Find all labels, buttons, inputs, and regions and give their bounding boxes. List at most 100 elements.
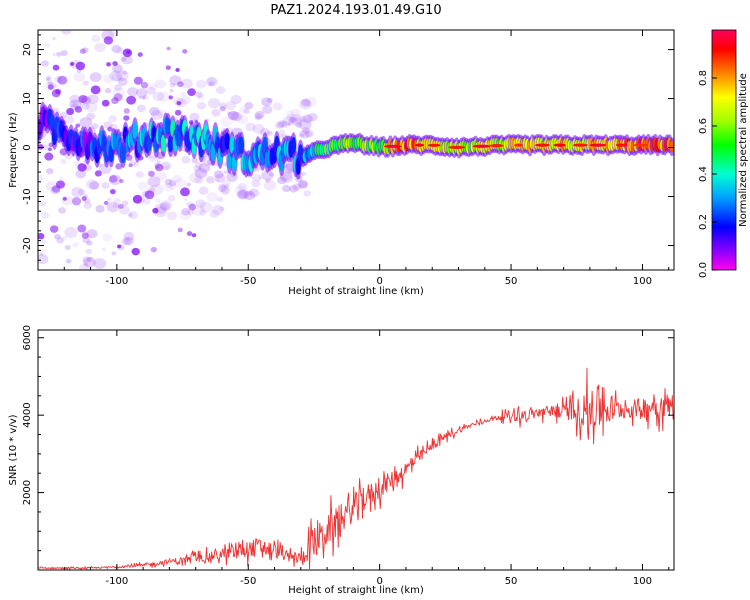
noise-blob xyxy=(209,209,220,219)
trace-peak xyxy=(427,143,441,147)
noise-blob xyxy=(301,127,311,134)
noise-blob xyxy=(140,81,149,89)
noise-blob xyxy=(252,173,262,182)
noise-blob xyxy=(107,197,112,202)
noise-blob xyxy=(117,77,123,82)
noise-blob xyxy=(72,242,79,248)
noise-blob xyxy=(195,91,203,98)
noise-blob xyxy=(142,198,151,205)
noise-blob xyxy=(73,72,86,82)
noise-blob xyxy=(159,202,171,211)
noise-blob xyxy=(86,229,98,239)
noise-blob xyxy=(82,256,91,263)
noise-blob xyxy=(205,176,215,184)
noise-blob xyxy=(289,113,303,125)
noise-blob xyxy=(206,192,219,202)
colorbar-gradient xyxy=(712,30,736,270)
noise-blob xyxy=(90,85,101,95)
noise-blob xyxy=(115,204,120,208)
snr-x-label: Height of straight line (km) xyxy=(288,585,424,596)
noise-blob xyxy=(199,209,207,216)
noise-blob xyxy=(47,84,54,90)
noise-blob xyxy=(177,81,184,88)
noise-blob xyxy=(227,111,239,120)
noise-blob xyxy=(266,97,273,103)
noise-blob xyxy=(135,171,144,178)
noise-blob xyxy=(91,123,99,130)
noise-blob xyxy=(150,110,163,120)
trace-peak xyxy=(573,143,588,147)
noise-blob xyxy=(304,130,313,138)
noise-blob xyxy=(131,247,140,256)
noise-blob xyxy=(159,200,173,211)
noise-blob xyxy=(101,182,110,189)
noise-blob xyxy=(216,196,224,202)
noise-blob xyxy=(46,168,54,175)
noise-blob xyxy=(254,113,263,120)
noise-blob xyxy=(142,95,149,100)
trace-cell xyxy=(120,146,126,164)
noise-blob xyxy=(214,173,226,183)
noise-blob xyxy=(285,110,295,118)
noise-blob xyxy=(197,95,205,101)
noise-blob xyxy=(175,68,180,72)
noise-blob xyxy=(180,78,193,89)
noise-blob xyxy=(257,176,263,180)
noise-blob xyxy=(206,76,218,87)
noise-blob xyxy=(114,84,122,91)
noise-blob xyxy=(52,53,56,57)
noise-blob xyxy=(52,64,60,71)
noise-blob xyxy=(141,96,146,100)
noise-blob xyxy=(86,240,93,246)
noise-blob xyxy=(76,69,82,74)
noise-blob xyxy=(245,122,256,132)
noise-blob xyxy=(104,87,112,94)
noise-blob xyxy=(164,165,170,170)
noise-blob xyxy=(237,182,248,191)
noise-blob xyxy=(251,179,261,188)
noise-blob xyxy=(144,190,155,200)
noise-blob xyxy=(191,233,197,238)
noise-blob xyxy=(155,166,160,170)
trace-peak xyxy=(489,144,504,148)
noise-blob xyxy=(157,91,170,102)
noise-blob xyxy=(187,88,196,97)
noise-blob xyxy=(213,170,224,179)
noise-blob xyxy=(290,116,303,127)
colorbar: 0.0 0.2 0.4 0.6 0.8 Normalized spectral ampl… xyxy=(698,29,749,278)
noise-blob xyxy=(54,75,63,83)
noise-blob xyxy=(154,162,161,169)
noise-blob xyxy=(237,115,249,125)
colorbar-tick-label: 0.4 xyxy=(698,166,709,182)
noise-blob xyxy=(62,235,68,240)
snr-panel: -100 -50 0 50 100 2000 4000 6000 Height of str… xyxy=(8,325,675,596)
noise-blob xyxy=(146,86,156,95)
noise-blob xyxy=(38,144,44,150)
noise-blob xyxy=(303,190,312,197)
trace-cell xyxy=(238,136,245,154)
trace-peak xyxy=(414,143,425,147)
noise-blob xyxy=(127,212,133,217)
y-tick-label: 0 xyxy=(22,144,33,150)
noise-blob xyxy=(169,82,176,88)
spectrogram-marks xyxy=(38,30,674,270)
noise-blob xyxy=(102,74,114,84)
noise-blob xyxy=(47,74,53,79)
noise-blob xyxy=(109,175,118,183)
noise-blob xyxy=(71,197,82,206)
noise-blob xyxy=(169,75,182,86)
noise-blob xyxy=(265,178,271,183)
noise-blob xyxy=(196,101,207,110)
noise-blob xyxy=(243,108,251,115)
trace-cell xyxy=(290,136,297,155)
trace-peak xyxy=(384,144,402,148)
noise-blob xyxy=(86,257,93,263)
x-tick-label: 50 xyxy=(505,276,518,287)
noise-blob xyxy=(263,180,277,191)
noise-blob xyxy=(163,182,174,192)
noise-blob xyxy=(78,94,88,104)
noise-blob xyxy=(129,159,137,166)
noise-blob xyxy=(133,76,143,85)
noise-blob xyxy=(189,112,200,122)
noise-blob xyxy=(277,176,287,185)
